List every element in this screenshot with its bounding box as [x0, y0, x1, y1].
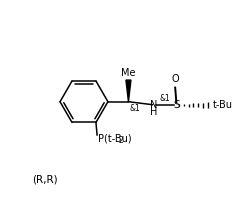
- Text: &1: &1: [129, 104, 140, 113]
- Text: t-Bu: t-Bu: [213, 100, 233, 110]
- Text: P(t-Bu): P(t-Bu): [98, 133, 132, 144]
- Text: 2: 2: [118, 136, 123, 145]
- Text: &1: &1: [159, 94, 170, 103]
- Text: N: N: [150, 100, 157, 110]
- Polygon shape: [126, 80, 131, 102]
- Text: O: O: [171, 74, 179, 84]
- Text: Me: Me: [121, 68, 136, 78]
- Text: (R,R): (R,R): [32, 174, 58, 184]
- Text: H: H: [150, 106, 157, 116]
- Text: S: S: [173, 100, 180, 110]
